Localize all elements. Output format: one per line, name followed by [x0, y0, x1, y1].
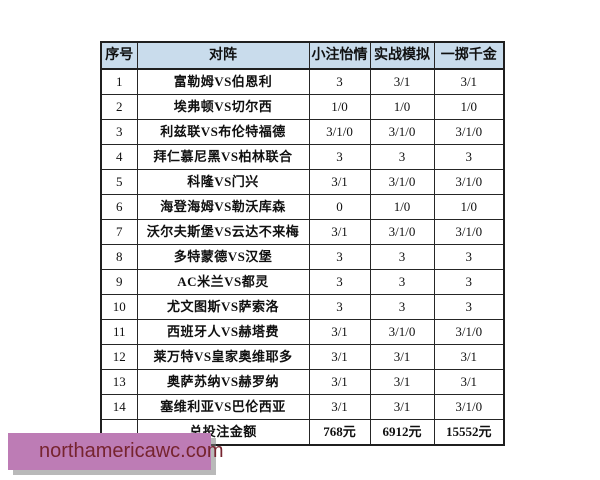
cell-index: 10 [100, 294, 138, 320]
col-header-big-bet: 一掷千金 [433, 41, 505, 70]
cell-big-bet: 3/1/0 [433, 394, 505, 420]
cell-index: 8 [100, 244, 138, 270]
cell-simulation: 3/1 [369, 394, 435, 420]
table-row: 5 科隆VS门兴 3/1 3/1/0 3/1/0 [100, 169, 505, 195]
cell-index: 7 [100, 219, 138, 245]
cell-index: 6 [100, 194, 138, 220]
cell-small-bet: 768元 [308, 419, 371, 446]
cell-match: 西班牙人VS赫塔费 [136, 319, 310, 345]
cell-simulation: 3 [369, 294, 435, 320]
cell-index: 3 [100, 119, 138, 145]
cell-match: 富勒姆VS伯恩利 [136, 68, 310, 95]
table-row: 8 多特蒙德VS汉堡 3 3 3 [100, 244, 505, 270]
cell-small-bet: 3 [308, 269, 371, 295]
cell-big-bet: 1/0 [433, 94, 505, 120]
cell-match: 奥萨苏纳VS赫罗纳 [136, 369, 310, 395]
col-header-small-bet: 小注怡情 [308, 41, 371, 70]
cell-small-bet: 3/1 [308, 319, 371, 345]
col-header-index: 序号 [100, 41, 138, 70]
cell-big-bet: 3/1 [433, 344, 505, 370]
cell-small-bet: 3/1 [308, 219, 371, 245]
cell-match: AC米兰VS都灵 [136, 269, 310, 295]
cell-simulation: 3 [369, 244, 435, 270]
cell-simulation: 3 [369, 269, 435, 295]
cell-simulation: 6912元 [369, 419, 435, 446]
table-row: 13 奥萨苏纳VS赫罗纳 3/1 3/1 3/1 [100, 369, 505, 395]
cell-big-bet: 3 [433, 144, 505, 170]
cell-big-bet: 3 [433, 269, 505, 295]
cell-big-bet: 3/1 [433, 68, 505, 95]
table-row: 2 埃弗顿VS切尔西 1/0 1/0 1/0 [100, 94, 505, 120]
cell-small-bet: 3/1 [308, 369, 371, 395]
header-row: 序号 对阵 小注怡情 实战模拟 一掷千金 [100, 41, 505, 70]
cell-small-bet: 3/1 [308, 169, 371, 195]
cell-simulation: 3/1 [369, 68, 435, 95]
cell-small-bet: 1/0 [308, 94, 371, 120]
cell-small-bet: 3 [308, 144, 371, 170]
betting-table: 序号 对阵 小注怡情 实战模拟 一掷千金 1 富勒姆VS伯恩利 3 3/1 3/1 2 埃弗… [100, 41, 505, 446]
table-row: 12 莱万特VS皇家奥维耶多 3/1 3/1 3/1 [100, 344, 505, 370]
cell-index: 13 [100, 369, 138, 395]
cell-small-bet: 0 [308, 194, 371, 220]
table-row: 7 沃尔夫斯堡VS云达不来梅 3/1 3/1/0 3/1/0 [100, 219, 505, 245]
cell-simulation: 3/1/0 [369, 169, 435, 195]
cell-big-bet: 3/1/0 [433, 169, 505, 195]
cell-index: 9 [100, 269, 138, 295]
watermark-banner: northamericawc.com [8, 433, 224, 470]
cell-simulation: 3/1 [369, 369, 435, 395]
table-row: 6 海登海姆VS勒沃库森 0 1/0 1/0 [100, 194, 505, 220]
cell-index: 14 [100, 394, 138, 420]
cell-small-bet: 3 [308, 244, 371, 270]
cell-match: 利兹联VS布伦特福德 [136, 119, 310, 145]
cell-simulation: 3/1 [369, 344, 435, 370]
table-row: 14 塞维利亚VS巴伦西亚 3/1 3/1 3/1/0 [100, 394, 505, 420]
cell-simulation: 3/1/0 [369, 119, 435, 145]
col-header-match: 对阵 [136, 41, 310, 70]
cell-match: 拜仁慕尼黑VS柏林联合 [136, 144, 310, 170]
cell-match: 科隆VS门兴 [136, 169, 310, 195]
cell-simulation: 1/0 [369, 194, 435, 220]
cell-index: 2 [100, 94, 138, 120]
cell-simulation: 1/0 [369, 94, 435, 120]
cell-index: 5 [100, 169, 138, 195]
watermark-text: northamericawc.com [39, 440, 224, 462]
table-row: 3 利兹联VS布伦特福德 3/1/0 3/1/0 3/1/0 [100, 119, 505, 145]
cell-simulation: 3/1/0 [369, 319, 435, 345]
cell-match: 尤文图斯VS萨索洛 [136, 294, 310, 320]
cell-big-bet: 3/1/0 [433, 319, 505, 345]
table-row: 10 尤文图斯VS萨索洛 3 3 3 [100, 294, 505, 320]
cell-big-bet: 1/0 [433, 194, 505, 220]
cell-big-bet: 3 [433, 244, 505, 270]
cell-match: 莱万特VS皇家奥维耶多 [136, 344, 310, 370]
cell-match: 海登海姆VS勒沃库森 [136, 194, 310, 220]
cell-match: 沃尔夫斯堡VS云达不来梅 [136, 219, 310, 245]
cell-small-bet: 3/1 [308, 344, 371, 370]
cell-big-bet: 3 [433, 294, 505, 320]
cell-small-bet: 3 [308, 294, 371, 320]
cell-index: 1 [100, 68, 138, 95]
table-row: 11 西班牙人VS赫塔费 3/1 3/1/0 3/1/0 [100, 319, 505, 345]
cell-big-bet: 3/1 [433, 369, 505, 395]
cell-big-bet: 15552元 [433, 419, 505, 446]
col-header-simulation: 实战模拟 [369, 41, 435, 70]
cell-big-bet: 3/1/0 [433, 219, 505, 245]
cell-index: 12 [100, 344, 138, 370]
cell-simulation: 3 [369, 144, 435, 170]
cell-simulation: 3/1/0 [369, 219, 435, 245]
table-row: 1 富勒姆VS伯恩利 3 3/1 3/1 [100, 68, 505, 95]
cell-match: 埃弗顿VS切尔西 [136, 94, 310, 120]
table-row: 4 拜仁慕尼黑VS柏林联合 3 3 3 [100, 144, 505, 170]
cell-big-bet: 3/1/0 [433, 119, 505, 145]
cell-small-bet: 3/1/0 [308, 119, 371, 145]
match-table-body: 1 富勒姆VS伯恩利 3 3/1 3/1 2 埃弗顿VS切尔西 1/0 1/0 1/0 3 利兹联VS… [100, 68, 505, 446]
cell-match: 塞维利亚VS巴伦西亚 [136, 394, 310, 420]
total-row: 总投注金额 768元 6912元 15552元 [100, 419, 505, 446]
table-row: 9 AC米兰VS都灵 3 3 3 [100, 269, 505, 295]
cell-index: 11 [100, 319, 138, 345]
cell-small-bet: 3 [308, 68, 371, 95]
cell-match: 多特蒙德VS汉堡 [136, 244, 310, 270]
cell-small-bet: 3/1 [308, 394, 371, 420]
cell-index: 4 [100, 144, 138, 170]
